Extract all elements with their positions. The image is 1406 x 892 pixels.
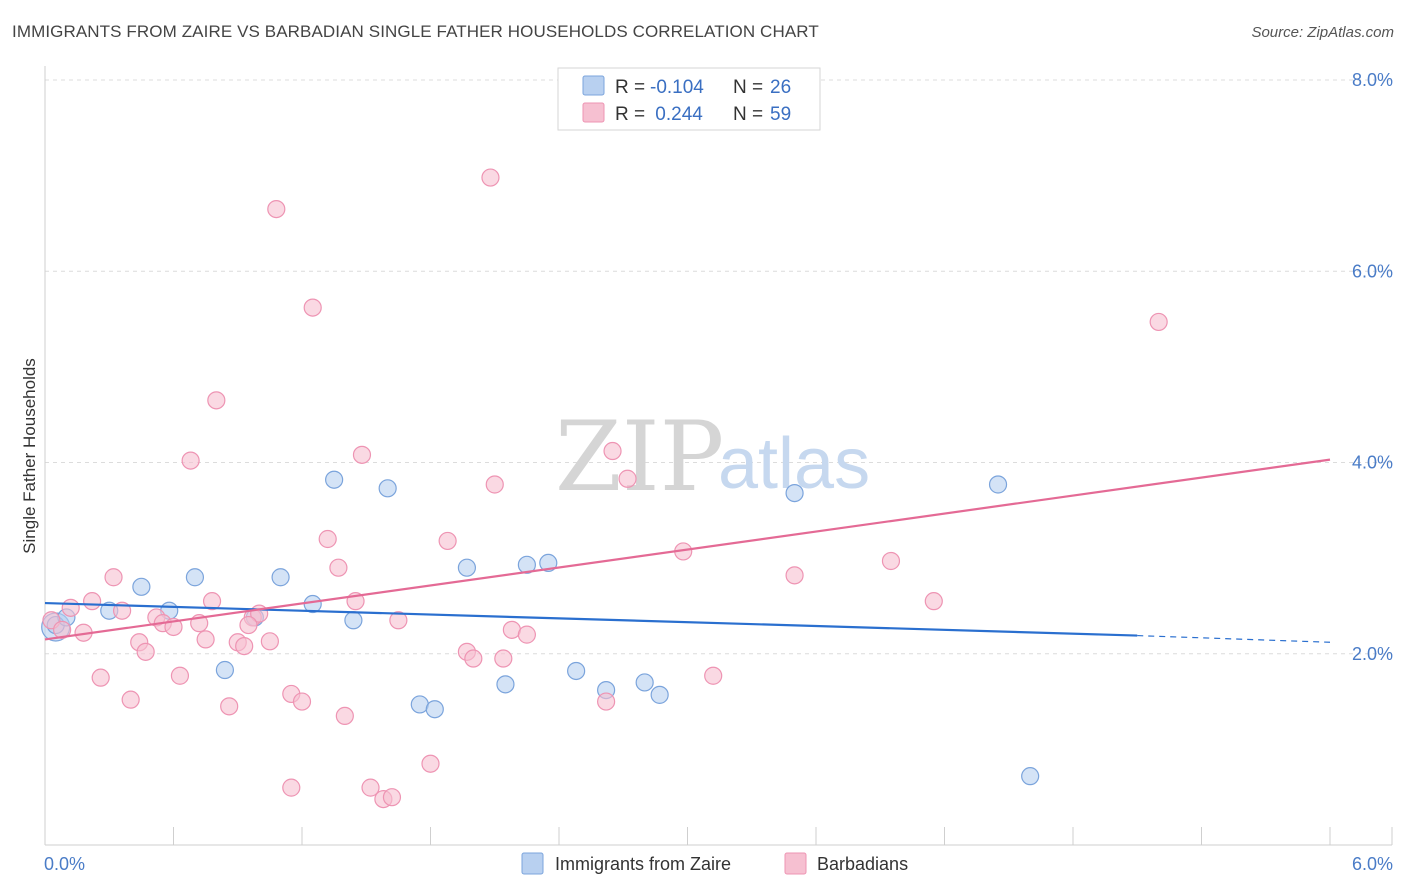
data-point [271,568,290,587]
data-point [988,475,1008,494]
data-point [603,441,622,461]
grid-lines [45,79,1392,655]
data-point [567,661,586,681]
data-point [1149,312,1168,332]
data-point [91,668,110,687]
data-point [325,470,344,489]
bottom-legend-swatch-blue [521,852,544,875]
data-point [618,469,637,488]
legend-swatch-pink [582,102,605,123]
data-point [517,625,536,644]
bottom-legend-swatch-pink [784,852,807,875]
data-point [464,649,483,668]
y-tick-label: 2.0% [1352,644,1393,664]
data-point [181,451,200,470]
data-point [635,673,654,692]
data-point [202,592,222,611]
data-point [136,642,155,661]
data-point [378,479,397,498]
data-point [318,529,337,549]
data-point [502,620,521,639]
data-point [104,568,123,587]
watermark-zip: ZIP [555,401,724,513]
data-point [282,778,301,797]
data-point [207,391,226,410]
data-point [292,692,312,711]
data-point [344,611,363,630]
data-point [170,666,190,685]
y-tick-label: 6.0% [1352,261,1393,281]
data-point [425,700,444,719]
axes [44,66,1393,846]
data-point [597,692,616,711]
tick-labels: 2.0% 4.0% 6.0% 8.0% 0.0% 6.0% [44,70,1393,874]
data-point [53,620,72,639]
chart-source: Source: ZipAtlas.com [1251,24,1394,41]
data-point [421,754,440,773]
legend: R = -0.104 N = 26 R = 0.244 N = 59 [557,67,821,131]
data-point [329,558,348,577]
data-point [61,598,80,617]
data-point [496,675,515,694]
data-point [438,531,457,551]
trend-line-barbadians [44,458,1331,641]
bottom-legend-label-barbadians: Barbadians [817,854,908,874]
data-point [924,592,943,611]
data-point [457,558,477,577]
data-point [303,298,322,317]
legend-n-label: N = [733,104,763,125]
trend-line-zaire [44,601,1138,637]
trend-line-zaire-extension [1137,634,1331,643]
data-point [389,611,408,630]
legend-n-value: 59 [770,104,791,125]
data-point [235,636,254,656]
bottom-legend-label-zaire: Immigrants from Zaire [555,854,731,874]
data-point [132,577,151,596]
y-axis-label: Single Father Households [20,358,39,554]
data-point [785,484,804,503]
legend-swatch-blue [582,75,605,96]
legend-r-value: 0.244 [650,104,703,125]
watermark: ZIP atlas [555,401,870,513]
y-tick-label: 8.0% [1352,70,1393,90]
data-point [121,690,140,709]
data-point [83,592,102,611]
data-point [239,615,258,635]
data-point [196,630,215,649]
data-point [267,199,286,219]
data-point [494,649,513,668]
data-point [260,632,279,651]
data-point [1021,767,1040,786]
chart-title: IMMIGRANTS FROM ZAIRE VS BARBADIAN SINGL… [12,22,819,41]
legend-r-value: -0.104 [650,77,704,98]
y-tick-label: 4.0% [1352,453,1393,473]
data-point [352,445,372,464]
x-tick-label: 6.0% [1352,854,1393,874]
data-point [650,685,669,704]
data-point [185,568,205,587]
data-point [704,666,723,685]
data-point [335,706,354,726]
trend-lines [44,458,1331,643]
legend-r-label: R = [615,104,645,125]
data-point [361,778,380,797]
x-tick-label: 0.0% [44,854,85,874]
data-point [220,697,239,716]
data-point [481,168,500,187]
data-point [517,555,536,574]
data-point [785,566,804,585]
legend-r-label: R = [615,77,645,98]
data-point [881,551,901,571]
legend-n-label: N = [733,77,763,98]
data-point [382,788,402,807]
bottom-legend: Immigrants from Zaire Barbadians [521,852,908,875]
data-point [215,660,234,680]
data-point [539,553,558,573]
legend-n-value: 26 [770,77,791,98]
data-point [485,475,504,494]
data-point [410,695,429,714]
